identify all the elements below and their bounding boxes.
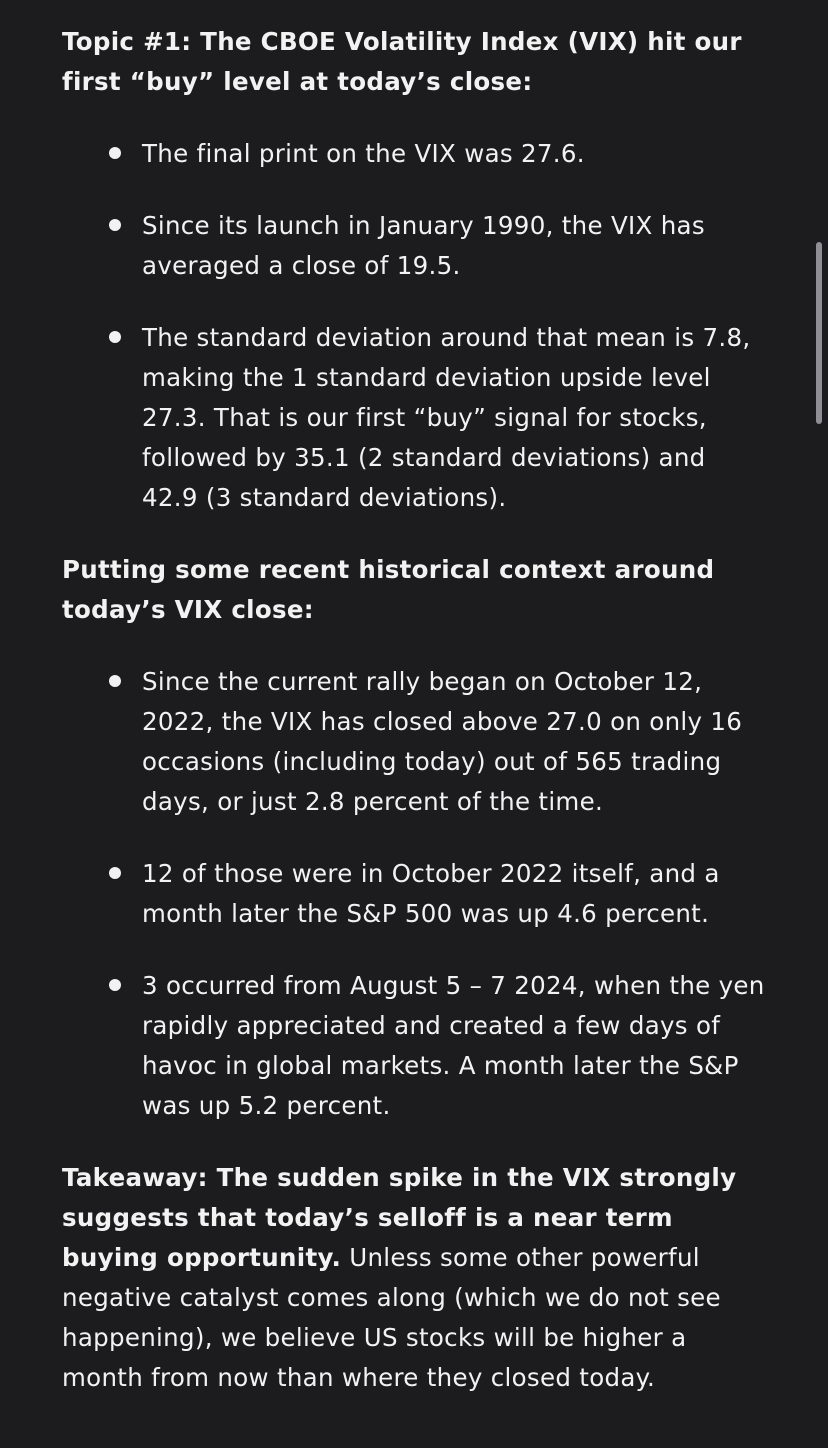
- takeaway-bold-text: Takeaway: The sudden spike in the VIX st…: [62, 1163, 737, 1272]
- bullet-icon: [109, 331, 121, 343]
- vertical-scrollbar[interactable]: [816, 242, 822, 424]
- list-item: Since the current rally began on October…: [62, 662, 768, 822]
- list-item: The standard deviation around that mean …: [62, 318, 768, 518]
- list-item: 3 occurred from August 5 – 7 2024, when …: [62, 966, 768, 1126]
- topic1-bullet-list: The final print on the VIX was 27.6. Sin…: [62, 134, 768, 518]
- bullet-icon: [109, 979, 121, 991]
- topic1-heading: Topic #1: The CBOE Volatility Index (VIX…: [62, 27, 742, 96]
- bullet-icon: [109, 675, 121, 687]
- bullet-icon: [109, 147, 121, 159]
- takeaway-text: Unless some other powerful negative cata…: [62, 1243, 721, 1392]
- context-bullet-list: Since the current rally began on October…: [62, 662, 768, 1126]
- list-item-text: 12 of those were in October 2022 itself,…: [142, 859, 720, 928]
- list-item-text: The final print on the VIX was 27.6.: [142, 139, 585, 168]
- list-item: 12 of those were in October 2022 itself,…: [62, 854, 768, 934]
- bullet-icon: [109, 867, 121, 879]
- list-item-text: Since the current rally began on October…: [142, 667, 743, 816]
- list-item-text: The standard deviation around that mean …: [142, 323, 751, 512]
- list-item: The final print on the VIX was 27.6.: [62, 134, 768, 174]
- context-heading: Putting some recent historical context a…: [62, 555, 715, 624]
- takeaway-paragraph: Takeaway: The sudden spike in the VIX st…: [62, 1158, 768, 1398]
- list-item: Since its launch in January 1990, the VI…: [62, 206, 768, 286]
- bullet-icon: [109, 219, 121, 231]
- list-item-text: 3 occurred from August 5 – 7 2024, when …: [142, 971, 765, 1120]
- list-item-text: Since its launch in January 1990, the VI…: [142, 211, 705, 280]
